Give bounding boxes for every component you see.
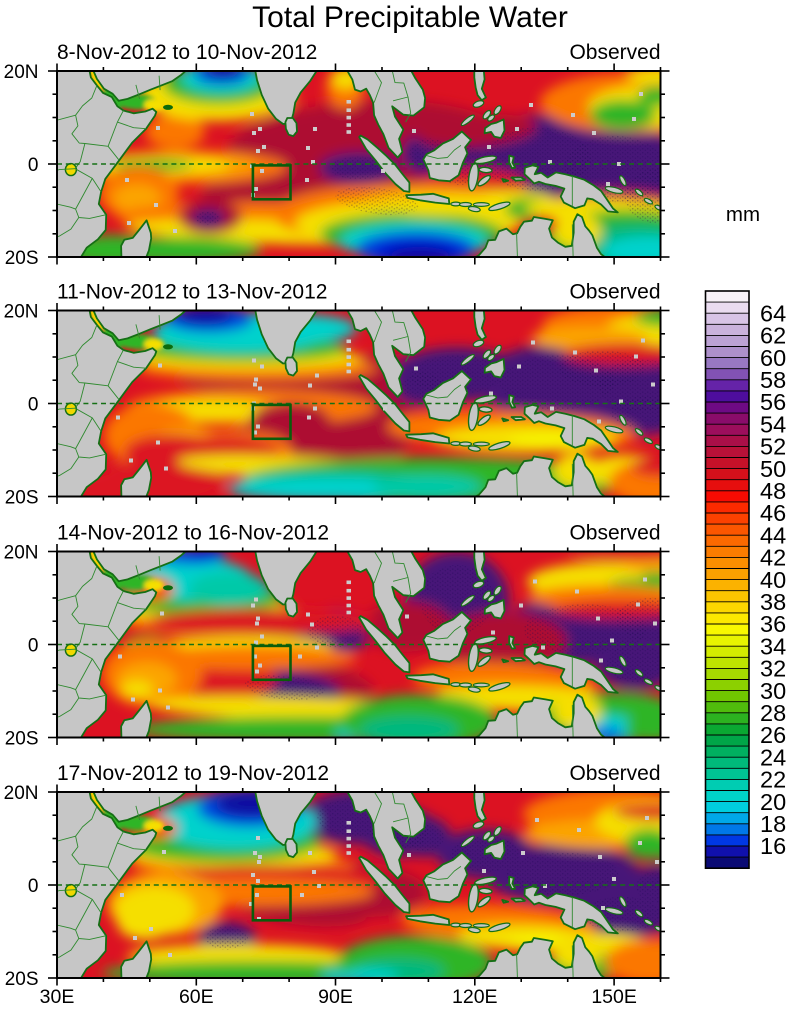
svg-text:18: 18	[760, 811, 786, 837]
svg-text:16: 16	[760, 833, 786, 859]
svg-text:24: 24	[760, 744, 786, 770]
svg-text:20S: 20S	[5, 728, 39, 749]
svg-text:Observed: Observed	[569, 41, 660, 64]
svg-text:20N: 20N	[4, 301, 39, 322]
svg-text:60: 60	[760, 345, 786, 371]
svg-text:32: 32	[760, 656, 786, 682]
svg-text:54: 54	[760, 411, 786, 437]
svg-text:0: 0	[28, 155, 39, 176]
svg-text:30E: 30E	[40, 986, 75, 1008]
svg-text:20S: 20S	[5, 969, 39, 990]
svg-text:28: 28	[760, 700, 786, 726]
svg-text:0: 0	[28, 876, 39, 897]
svg-text:20: 20	[760, 789, 786, 815]
svg-text:120E: 120E	[452, 986, 498, 1008]
svg-text:150E: 150E	[591, 986, 637, 1008]
svg-text:64: 64	[760, 300, 786, 326]
svg-text:34: 34	[760, 633, 786, 659]
svg-text:30: 30	[760, 678, 786, 704]
svg-text:Observed: Observed	[569, 281, 660, 304]
svg-text:17-Nov-2012 to 19-Nov-2012: 17-Nov-2012 to 19-Nov-2012	[57, 762, 329, 785]
svg-text:20N: 20N	[4, 62, 39, 83]
svg-text:52: 52	[760, 434, 786, 460]
svg-text:42: 42	[760, 545, 786, 571]
svg-text:14-Nov-2012 to 16-Nov-2012: 14-Nov-2012 to 16-Nov-2012	[57, 522, 329, 545]
svg-text:Total Precipitable Water: Total Precipitable Water	[252, 1, 568, 34]
svg-text:48: 48	[760, 478, 786, 504]
svg-text:20N: 20N	[4, 542, 39, 563]
svg-text:26: 26	[760, 722, 786, 748]
svg-text:56: 56	[760, 389, 786, 415]
svg-text:60E: 60E	[179, 986, 214, 1008]
svg-text:20S: 20S	[5, 248, 39, 269]
svg-text:38: 38	[760, 589, 786, 615]
svg-text:20N: 20N	[4, 783, 39, 804]
svg-text:0: 0	[28, 635, 39, 656]
svg-text:36: 36	[760, 611, 786, 637]
svg-text:22: 22	[760, 767, 786, 793]
svg-text:11-Nov-2012 to 13-Nov-2012: 11-Nov-2012 to 13-Nov-2012	[57, 281, 327, 304]
svg-text:46: 46	[760, 500, 786, 526]
svg-text:90E: 90E	[318, 986, 353, 1008]
svg-text:0: 0	[28, 394, 39, 415]
svg-text:Observed: Observed	[569, 762, 660, 785]
svg-text:58: 58	[760, 367, 786, 393]
svg-text:8-Nov-2012 to 10-Nov-2012: 8-Nov-2012 to 10-Nov-2012	[57, 41, 317, 64]
svg-text:40: 40	[760, 567, 786, 593]
svg-text:62: 62	[760, 323, 786, 349]
svg-text:Observed: Observed	[569, 522, 660, 545]
svg-text:50: 50	[760, 456, 786, 482]
svg-text:44: 44	[760, 522, 786, 548]
svg-text:20S: 20S	[5, 487, 39, 508]
svg-text:mm: mm	[726, 203, 760, 226]
